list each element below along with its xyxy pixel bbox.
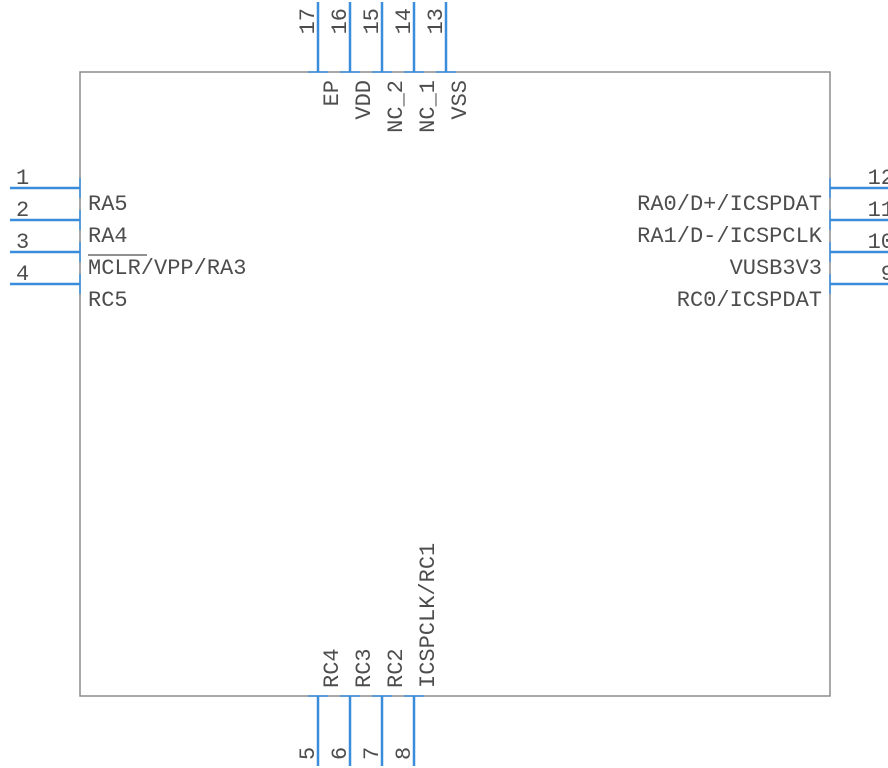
pin-9-label: RC0/ICSPDAT (677, 288, 822, 313)
pin-8-number: 8 (392, 747, 417, 760)
pin-8-label: ICSPCLK/RC1 (416, 543, 441, 688)
chip-pinout-diagram: 1 RA5 2 RA4 3 MCLR/VPP/RA3 4 RC5 12 RA0/D+/ICSPDA… (0, 0, 888, 768)
pin-3-number: 3 (16, 230, 29, 255)
pin-11-number: 11 (868, 198, 888, 223)
pin-6-number: 6 (328, 747, 353, 760)
pin-15-label: NC_2 (384, 80, 409, 133)
pin-9-number: 9 (881, 262, 888, 287)
pin-17-number: 17 (296, 8, 321, 34)
pin-1-label: RA5 (88, 192, 128, 217)
pin-16-label: VDD (352, 80, 377, 120)
pin-14-number: 14 (392, 8, 417, 34)
pin-4-label: RC5 (88, 288, 128, 313)
pin-16-number: 16 (328, 8, 353, 34)
pin-17-label: EP (320, 80, 345, 106)
pin-7-number: 7 (360, 747, 385, 760)
pin-5-label: RC4 (320, 648, 345, 688)
pin-12-number: 12 (868, 166, 888, 191)
pin-11-label: RA1/D-/ICSPCLK (637, 224, 823, 249)
pin-15-number: 15 (360, 8, 385, 34)
pin-14-label: NC_1 (416, 80, 441, 133)
pin-7-label: RC2 (384, 648, 409, 688)
pin-5-number: 5 (296, 747, 321, 760)
chip-body (80, 72, 830, 696)
pin-10-label: VUSB3V3 (730, 256, 822, 281)
pin-6-label: RC3 (352, 648, 377, 688)
pin-3-label: MCLR/VPP/RA3 (88, 256, 246, 281)
pin-2-number: 2 (16, 198, 29, 223)
pin-10-number: 10 (868, 230, 888, 255)
pin-13-label: VSS (448, 80, 473, 120)
pin-2-label: RA4 (88, 224, 128, 249)
pin-13-number: 13 (424, 8, 449, 34)
pin-12-label: RA0/D+/ICSPDAT (637, 192, 822, 217)
pin-1-number: 1 (16, 166, 29, 191)
pin-4-number: 4 (16, 262, 29, 287)
